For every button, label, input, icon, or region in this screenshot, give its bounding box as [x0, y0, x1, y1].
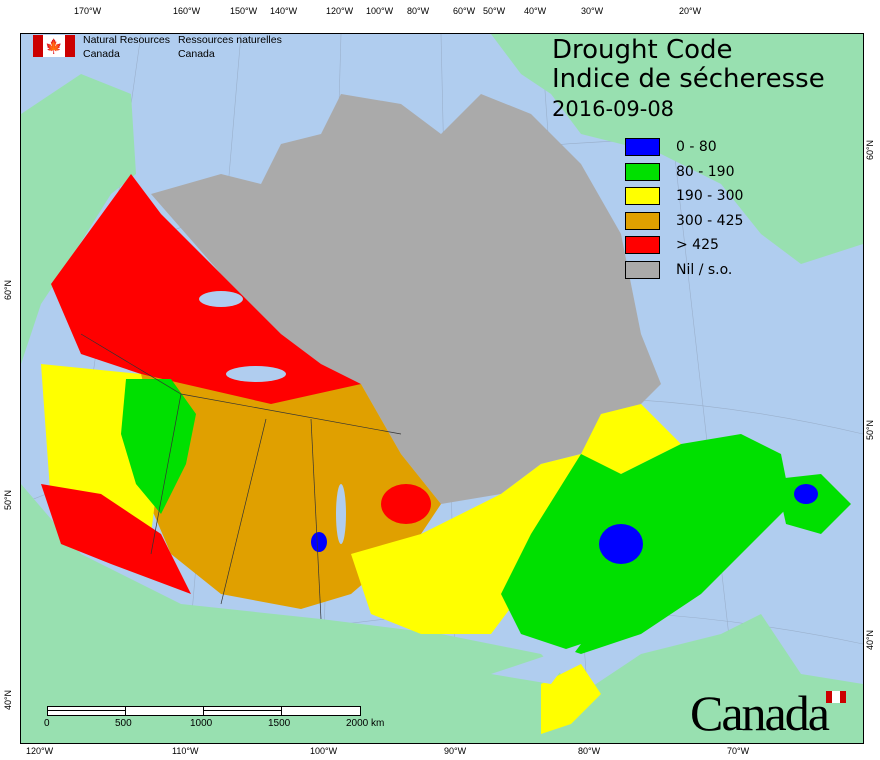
zone-yellow-southontario	[541, 664, 601, 734]
zone-green-newfoundland	[776, 474, 851, 534]
arctic-nodata	[151, 94, 661, 504]
title-french: Indice de sécheresse	[552, 64, 825, 94]
legend-label: 0 - 80	[676, 139, 717, 156]
tick-label: 60°N	[3, 279, 14, 301]
legend-label: > 425	[676, 237, 719, 254]
tick-label: 20°W	[679, 6, 702, 16]
nrcan-signature: 🍁 Natural Resources Canada Ressources nat…	[33, 33, 282, 61]
tick-label: 40°N	[865, 629, 876, 651]
usa	[21, 484, 863, 743]
tick-label: 30°W	[581, 6, 604, 16]
tick-label: 120°W	[326, 6, 354, 16]
zone-blue-manitoba	[311, 532, 327, 552]
tick-label: 160°W	[173, 6, 201, 16]
tick-label: 60°W	[453, 6, 476, 16]
legend: 0 - 80 80 - 190 190 - 300 300 - 425 > 425 Nil…	[625, 135, 743, 282]
legend-swatch	[625, 236, 660, 255]
legend-item: 300 - 425	[625, 209, 743, 234]
scale-label: 1500	[268, 718, 291, 729]
zone-red-manitoba	[381, 484, 431, 524]
tick-label: 170°W	[74, 6, 102, 16]
legend-label: 300 - 425	[676, 212, 744, 229]
title-english: Drought Code	[552, 35, 733, 65]
borders	[80, 333, 402, 620]
greenland	[491, 34, 863, 264]
canada-wordmark: Canada	[690, 685, 830, 741]
zone-red-bc	[41, 484, 191, 594]
wordmark-flag-icon	[826, 691, 847, 703]
legend-item: 0 - 80	[625, 135, 743, 160]
zone-blue-newfoundland	[794, 484, 818, 504]
tick-label: 60°N	[865, 139, 876, 161]
tick-label: 50°N	[865, 419, 876, 441]
scale-bar	[47, 706, 361, 716]
tick-label: 70°W	[727, 746, 750, 756]
tick-label: 40°W	[524, 6, 547, 16]
drought-map	[21, 34, 863, 743]
legend-swatch	[625, 138, 660, 157]
map-date: 2016-09-08	[552, 97, 675, 121]
zone-green-quebec	[501, 434, 791, 654]
tick-label: 50°W	[483, 6, 506, 16]
legend-swatch	[625, 162, 660, 181]
legend-swatch	[625, 187, 660, 206]
legend-item: 190 - 300	[625, 184, 743, 209]
tick-label: 50°N	[3, 489, 14, 511]
alaska	[21, 74, 136, 364]
legend-swatch	[625, 211, 660, 230]
tick-label: 110°W	[172, 746, 199, 756]
scale-label: 500	[115, 718, 132, 729]
legend-label: 190 - 300	[676, 188, 744, 205]
map-title: Drought Code Indice de sécheresse 2016-0…	[552, 36, 825, 124]
zone-blue-quebec	[599, 524, 643, 564]
tick-label: 100°W	[366, 6, 394, 16]
canada-flag-icon: 🍁	[33, 35, 75, 57]
scale-label: 0	[44, 718, 50, 729]
tick-label: 80°W	[407, 6, 430, 16]
zone-yellow-ontario	[351, 404, 681, 634]
scale-label: 2000 km	[346, 718, 385, 729]
legend-label: Nil / s.o.	[676, 261, 733, 278]
legend-label: 80 - 190	[676, 163, 735, 180]
tick-label: 150°W	[230, 6, 258, 16]
lakes	[199, 291, 581, 684]
tick-label: 90°W	[444, 746, 467, 756]
tick-label: 140°W	[270, 6, 298, 16]
legend-item: > 425	[625, 233, 743, 258]
org-english: Natural Resources Canada	[83, 34, 170, 60]
tick-label: 120°W	[26, 746, 54, 756]
legend-item: Nil / s.o.	[625, 258, 743, 283]
tick-label: 80°W	[578, 746, 601, 756]
legend-swatch	[625, 260, 660, 279]
scale-label: 1000	[190, 718, 213, 729]
map-frame	[20, 33, 864, 744]
org-french: Ressources naturelles Canada	[177, 34, 282, 60]
tick-label: 40°N	[3, 689, 14, 711]
tick-label: 100°W	[310, 746, 338, 756]
legend-item: 80 - 190	[625, 160, 743, 185]
